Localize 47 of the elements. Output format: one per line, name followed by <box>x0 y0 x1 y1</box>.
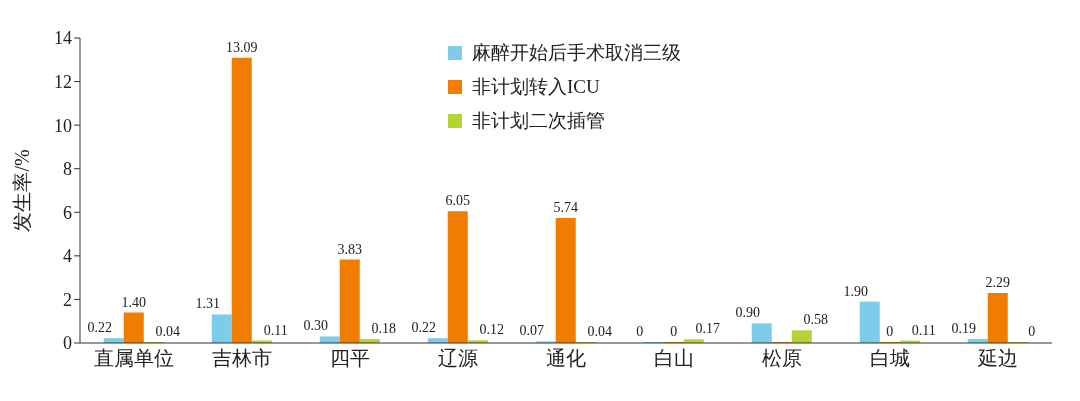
data-label: 0.18 <box>371 321 397 337</box>
y-tick-label: 6 <box>63 202 72 223</box>
data-label: 0.90 <box>735 305 761 321</box>
data-label: 1.31 <box>195 296 221 312</box>
data-label: 1.40 <box>121 294 147 310</box>
data-label: 0.07 <box>519 323 545 339</box>
y-tick-label: 14 <box>54 28 72 49</box>
y-tick-label: 2 <box>63 289 72 310</box>
x-tick-label: 延边 <box>977 347 1018 370</box>
x-tick-label: 白城 <box>870 347 910 370</box>
y-tick-label: 10 <box>54 115 72 136</box>
data-label: 0.11 <box>911 322 936 338</box>
data-label: 0.17 <box>695 321 721 337</box>
data-label: 3.83 <box>337 241 363 257</box>
x-tick-label: 松原 <box>762 347 802 370</box>
data-label: 5.74 <box>553 199 579 215</box>
data-label: 13.09 <box>226 39 258 55</box>
x-tick-label: 四平 <box>330 347 370 370</box>
legend-label: 非计划二次插管 <box>472 109 605 133</box>
x-tick-label: 吉林市 <box>212 347 272 370</box>
data-label: 1.90 <box>843 283 869 299</box>
x-tick-label: 直属单位 <box>94 347 174 370</box>
data-label: 0.12 <box>479 322 505 338</box>
y-tick-label: 12 <box>54 71 72 92</box>
data-label: 0 <box>886 324 894 339</box>
data-label: 0.04 <box>587 324 613 339</box>
data-label: 0.04 <box>155 324 181 339</box>
x-tick-label: 通化 <box>546 347 586 370</box>
y-tick-label: 4 <box>63 246 72 267</box>
data-label: 0.19 <box>951 320 977 336</box>
legend-label: 麻醉开始后手术取消三级 <box>472 41 681 65</box>
data-label: 2.29 <box>985 275 1011 291</box>
y-axis-title: 发生率/% <box>11 149 34 232</box>
data-label: 0.30 <box>303 318 329 334</box>
data-label: 0.22 <box>411 320 437 336</box>
data-label: 0 <box>636 324 644 339</box>
data-label: 0 <box>670 324 678 339</box>
data-label: 0 <box>1028 324 1036 339</box>
y-tick-label: 8 <box>63 159 72 180</box>
legend-label: 非计划转入ICU <box>472 75 600 99</box>
data-label: 0.58 <box>803 312 829 328</box>
data-label: 6.05 <box>445 193 471 209</box>
x-tick-label: 辽源 <box>438 347 478 370</box>
x-tick-label: 白山 <box>654 347 694 370</box>
data-label: 0.22 <box>87 320 113 336</box>
data-label: 0.11 <box>263 322 288 338</box>
y-tick-label: 0 <box>63 333 72 354</box>
